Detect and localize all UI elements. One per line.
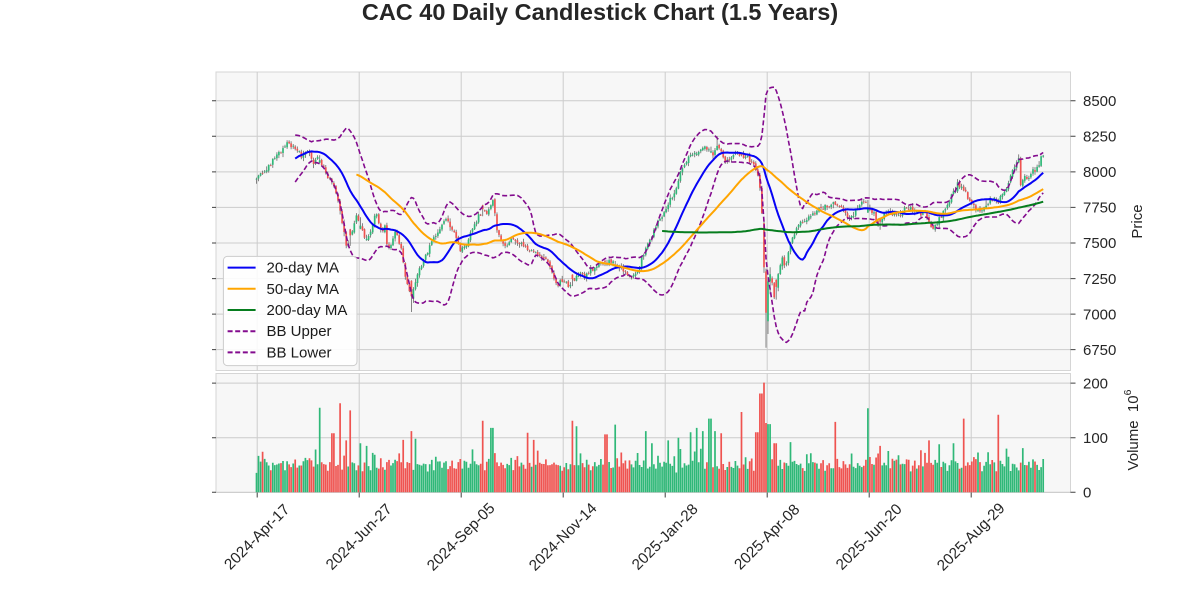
svg-text:Volume 106: Volume 106	[1122, 389, 1142, 470]
svg-text:50-day MA: 50-day MA	[267, 281, 340, 298]
svg-text:200-day MA: 200-day MA	[267, 302, 348, 319]
svg-text:BB Lower: BB Lower	[267, 344, 332, 361]
svg-text:CAC 40 Daily Candlestick Chart: CAC 40 Daily Candlestick Chart (1.5 Year…	[362, 0, 838, 25]
svg-text:8500: 8500	[1083, 93, 1116, 110]
svg-text:100: 100	[1083, 430, 1108, 447]
svg-text:7250: 7250	[1083, 271, 1116, 288]
svg-text:Price: Price	[1129, 204, 1146, 238]
svg-text:8000: 8000	[1083, 164, 1116, 181]
svg-text:7750: 7750	[1083, 200, 1116, 217]
svg-text:0: 0	[1083, 485, 1091, 502]
svg-text:20-day MA: 20-day MA	[267, 260, 340, 277]
svg-text:8250: 8250	[1083, 129, 1116, 146]
svg-text:BB Upper: BB Upper	[267, 323, 332, 340]
svg-text:6750: 6750	[1083, 342, 1116, 359]
svg-text:7000: 7000	[1083, 306, 1116, 323]
svg-text:200: 200	[1083, 375, 1108, 392]
svg-text:7500: 7500	[1083, 235, 1116, 252]
